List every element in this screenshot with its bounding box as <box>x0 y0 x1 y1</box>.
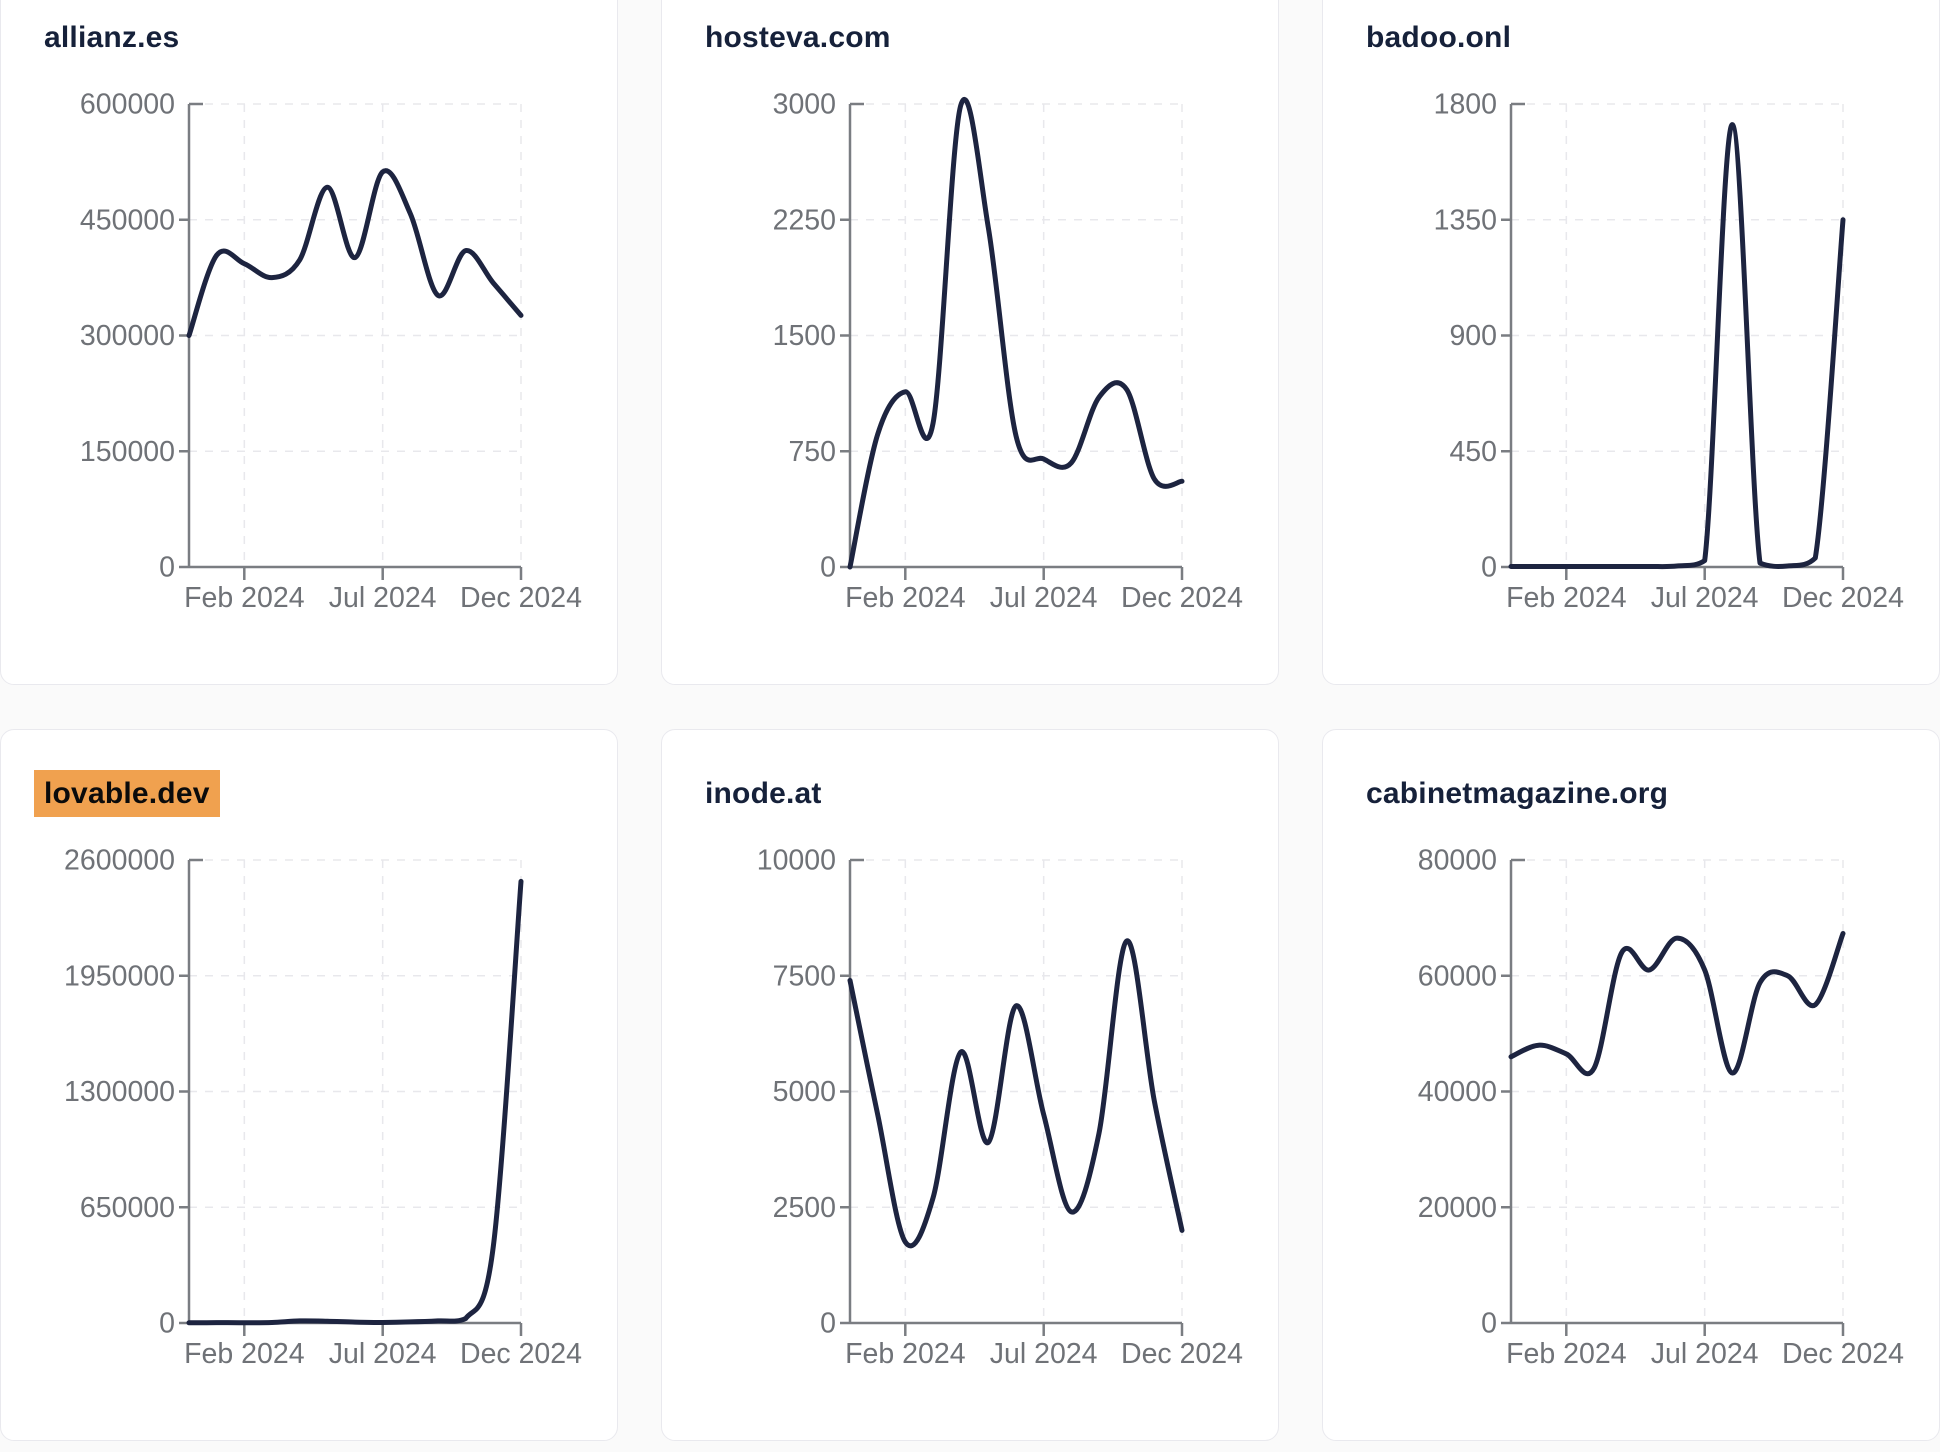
y-tick-label: 750 <box>788 436 836 468</box>
domain-card-allianz-es[interactable]: allianz.es 0 150000 300000 450000 600000 Feb … <box>0 0 618 685</box>
card-title: hosteva.com <box>705 21 891 55</box>
y-tick-label: 3000 <box>773 89 836 121</box>
y-tick-label: 2500 <box>773 1192 836 1224</box>
series-line <box>186 168 524 338</box>
x-tick-label: Dec 2024 <box>1121 1338 1243 1370</box>
axes <box>1501 858 1845 1336</box>
y-tick-label: 1300000 <box>64 1076 175 1108</box>
y-tick-label: 0 <box>1481 552 1497 584</box>
series-line <box>847 96 1185 570</box>
y-tick-label: 20000 <box>1418 1192 1497 1224</box>
series-line <box>1508 122 1846 570</box>
y-tick-label: 2250 <box>773 204 836 236</box>
traffic-chart: 0 450 900 1350 1800 Feb 2024 Jul 2024 Dec 2024 <box>1434 89 1905 614</box>
series-line <box>186 878 524 1326</box>
y-tick-label: 0 <box>1481 1308 1497 1340</box>
y-tick-label: 0 <box>820 552 836 584</box>
x-tick-label: Jul 2024 <box>990 582 1098 614</box>
y-tick-label: 0 <box>820 1308 836 1340</box>
x-tick-label: Dec 2024 <box>1782 1338 1904 1370</box>
x-tick-label: Feb 2024 <box>184 582 305 614</box>
domain-title-highlighted: lovable.dev <box>34 770 220 817</box>
x-tick-label: Jul 2024 <box>329 582 437 614</box>
x-tick-label: Jul 2024 <box>990 1338 1098 1370</box>
card-title: badoo.onl <box>1366 21 1511 55</box>
y-tick-label: 0 <box>159 1308 175 1340</box>
y-tick-label: 1350 <box>1434 204 1497 236</box>
domain-title: inode.at <box>705 777 822 810</box>
card-title: lovable.dev <box>34 770 220 817</box>
axes <box>179 102 523 580</box>
y-tick-label: 2600000 <box>64 845 175 877</box>
y-tick-label: 40000 <box>1418 1076 1497 1108</box>
y-tick-label: 1800 <box>1434 89 1497 121</box>
y-tick-label: 10000 <box>757 845 836 877</box>
x-tick-label: Jul 2024 <box>329 1338 437 1370</box>
domain-card-cabinetmagazine-org[interactable]: cabinetmagazine.org 0 20000 40000 60000 8000… <box>1322 729 1940 1441</box>
card-title: inode.at <box>705 777 822 811</box>
axes <box>840 858 1184 1336</box>
y-tick-label: 0 <box>159 552 175 584</box>
y-tick-label: 150000 <box>80 436 175 468</box>
y-tick-label: 450000 <box>80 204 175 236</box>
x-tick-label: Dec 2024 <box>1782 582 1904 614</box>
series-line <box>1508 931 1846 1077</box>
y-tick-label: 7500 <box>773 960 836 992</box>
domain-card-badoo-onl[interactable]: badoo.onl 0 450 900 1350 1800 Feb 2024 Jul 202… <box>1322 0 1940 685</box>
traffic-chart: 0 20000 40000 60000 80000 Feb 2024 Jul 2024 Dec… <box>1418 845 1904 1370</box>
traffic-chart: 0 150000 300000 450000 600000 Feb 2024 Jul 202… <box>80 89 582 614</box>
domain-card-inode-at[interactable]: inode.at 0 2500 5000 7500 10000 Feb 2024 Jul 2… <box>661 729 1279 1441</box>
x-tick-label: Dec 2024 <box>460 1338 582 1370</box>
domain-card-hosteva-com[interactable]: hosteva.com 0 750 1500 2250 3000 Feb 2024 Jul … <box>661 0 1279 685</box>
y-tick-label: 80000 <box>1418 845 1497 877</box>
domain-title: allianz.es <box>44 21 180 54</box>
x-tick-label: Dec 2024 <box>1121 582 1243 614</box>
card-title: allianz.es <box>44 21 179 55</box>
y-tick-label: 5000 <box>773 1076 836 1108</box>
traffic-chart: 0 650000 1300000 1950000 2600000 Feb 2024 Jul … <box>64 845 582 1370</box>
domain-title: hosteva.com <box>705 21 891 54</box>
y-tick-label: 1500 <box>773 320 836 352</box>
domain-card-lovable-dev[interactable]: lovable.dev 0 650000 1300000 1950000 2600000… <box>0 729 618 1441</box>
domain-title: cabinetmagazine.org <box>1366 777 1669 810</box>
traffic-chart: 0 750 1500 2250 3000 Feb 2024 Jul 2024 Dec 2024 <box>773 89 1244 614</box>
x-tick-label: Feb 2024 <box>845 582 966 614</box>
series-line <box>847 938 1185 1249</box>
y-tick-label: 600000 <box>80 89 175 121</box>
axes <box>840 102 1184 580</box>
x-tick-label: Jul 2024 <box>1651 1338 1759 1370</box>
y-tick-label: 900 <box>1449 320 1497 352</box>
x-tick-label: Jul 2024 <box>1651 582 1759 614</box>
y-tick-label: 300000 <box>80 320 175 352</box>
x-tick-label: Feb 2024 <box>1506 1338 1627 1370</box>
y-tick-label: 450 <box>1449 436 1497 468</box>
card-title: cabinetmagazine.org <box>1366 777 1668 811</box>
axes <box>179 858 523 1336</box>
x-tick-label: Feb 2024 <box>1506 582 1627 614</box>
x-tick-label: Dec 2024 <box>460 582 582 614</box>
y-tick-label: 650000 <box>80 1192 175 1224</box>
x-tick-label: Feb 2024 <box>184 1338 305 1370</box>
axes <box>1501 102 1845 580</box>
traffic-chart: 0 2500 5000 7500 10000 Feb 2024 Jul 2024 Dec 20… <box>757 845 1243 1370</box>
domain-title: badoo.onl <box>1366 21 1512 54</box>
x-tick-label: Feb 2024 <box>845 1338 966 1370</box>
y-tick-label: 60000 <box>1418 960 1497 992</box>
y-tick-label: 1950000 <box>64 960 175 992</box>
